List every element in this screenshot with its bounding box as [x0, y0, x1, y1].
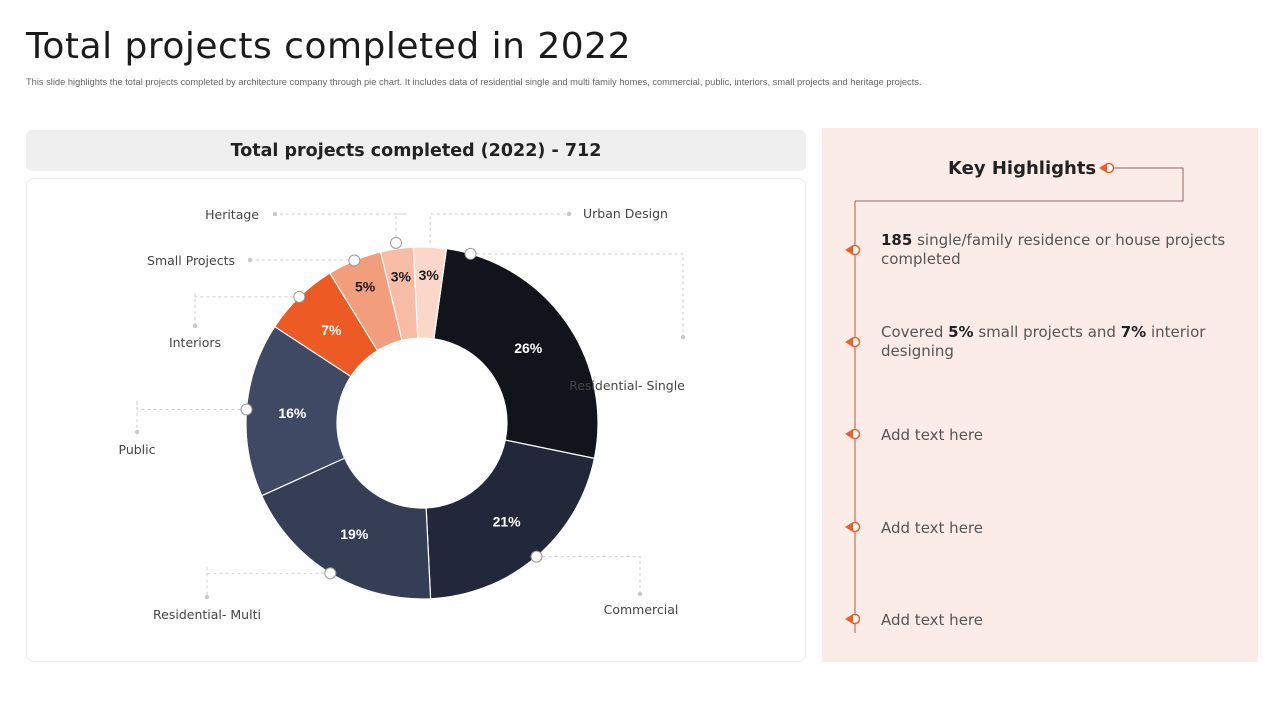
highlight-text: interior designing [881, 323, 1206, 360]
title-connector-line [855, 167, 1184, 202]
callout-line-commercial [536, 556, 641, 594]
highlight-emphasis: 7% [1120, 323, 1147, 341]
timeline-arrow-icon [845, 522, 853, 532]
value-labels: 26% 21% 19% 16% 7% 5% 3% 3% [278, 267, 542, 542]
category-label-residential-multi: Residential- Multi [153, 607, 261, 622]
callout-end-urban-design [566, 211, 572, 217]
highlight-item: Covered 5% small projects and 7% interio… [881, 323, 1231, 361]
key-highlights-panel: Key Highlights 185 single/family residen… [822, 128, 1258, 662]
slice-residential-single [433, 248, 599, 460]
donut-chart: 26% 21% 19% 16% 7% 5% 3% 3% Residential- Single C… [119, 206, 686, 622]
title-arrow-icon [1099, 163, 1107, 173]
highlight-item: Add text here [881, 426, 1231, 445]
highlight-item: Add text here [881, 519, 1231, 538]
slice-residential-multi [260, 457, 432, 600]
callout-end-small-projects [247, 257, 253, 263]
highlight-item: Add text here [881, 611, 1231, 630]
timeline-arrow-icon [845, 429, 853, 439]
category-label-urban-design: Urban Design [583, 206, 668, 221]
callout-end-commercial [637, 591, 643, 597]
category-label-small-projects: Small Projects [147, 253, 235, 268]
slice-urban-design [412, 246, 448, 340]
callout-dot-heritage [390, 236, 403, 249]
timeline-arrow-icon [845, 337, 853, 347]
value-label-residential-multi: 19% [340, 526, 369, 542]
callout-dot-interiors [293, 290, 306, 303]
highlight-emphasis: 185 [881, 231, 913, 249]
callout-dot-commercial [530, 550, 543, 563]
callout-end-heritage [272, 211, 278, 217]
callout-end-residential-multi [204, 594, 210, 600]
callout-line-interiors [194, 293, 300, 326]
callout-line-heritage [275, 213, 406, 243]
highlight-emphasis: 5% [948, 323, 974, 341]
slice-public [245, 325, 352, 497]
callout-end-interiors [192, 323, 198, 329]
value-label-interiors: 7% [321, 322, 342, 338]
category-label-public: Public [119, 442, 156, 457]
callouts: Residential- Single Commercial Residential… [119, 206, 686, 622]
slide-title: Total projects completed in 2022 [26, 26, 631, 67]
category-label-heritage: Heritage [205, 207, 259, 222]
value-label-small-projects: 5% [355, 278, 376, 294]
value-label-public: 16% [278, 405, 307, 421]
callout-line-residential-multi [206, 566, 331, 597]
highlight-text: Covered [881, 323, 949, 341]
callout-end-residential-single [680, 334, 686, 340]
callout-dot-small-projects [348, 254, 361, 267]
category-label-interiors: Interiors [169, 335, 221, 350]
category-label-commercial: Commercial [604, 602, 679, 617]
slice-commercial [425, 439, 596, 600]
slices [245, 246, 599, 600]
value-label-heritage: 3% [391, 269, 412, 285]
highlight-text: small projects and [973, 323, 1121, 341]
timeline-decoration [845, 162, 1184, 633]
highlights-title: Key Highlights [948, 158, 1097, 179]
slide-subtitle: This slide highlights the total projects… [26, 77, 922, 87]
callout-line-residential-single [470, 253, 684, 337]
chart-card: 26% 21% 19% 16% 7% 5% 3% 3% Residential- Single C… [26, 178, 806, 662]
category-label-residential-single: Residential- Single [569, 378, 685, 393]
callout-line-urban-design [429, 213, 569, 244]
callout-end-public [134, 429, 140, 435]
timeline-arrow-icon [845, 614, 853, 624]
value-label-urban-design: 3% [419, 267, 440, 283]
chart-header: Total projects completed (2022) - 712 [26, 130, 806, 171]
highlight-text: Add text here [881, 611, 983, 629]
timeline-arrow-icon [845, 245, 853, 255]
callout-dot-public [240, 403, 253, 416]
chart-title: Total projects completed (2022) - 712 [230, 140, 602, 161]
callout-line-small-projects [250, 259, 355, 261]
callout-dot-residential-single [464, 247, 477, 260]
value-label-residential-single: 26% [514, 340, 543, 356]
highlight-item: 185 single/family residence or house pro… [881, 231, 1231, 269]
highlight-text: single/family residence or house project… [881, 231, 1226, 268]
highlight-text: Add text here [881, 519, 983, 537]
callout-line-public [136, 400, 247, 432]
callout-dot-residential-multi [324, 567, 337, 580]
highlight-text: Add text here [881, 426, 983, 444]
value-label-commercial: 21% [493, 514, 522, 530]
